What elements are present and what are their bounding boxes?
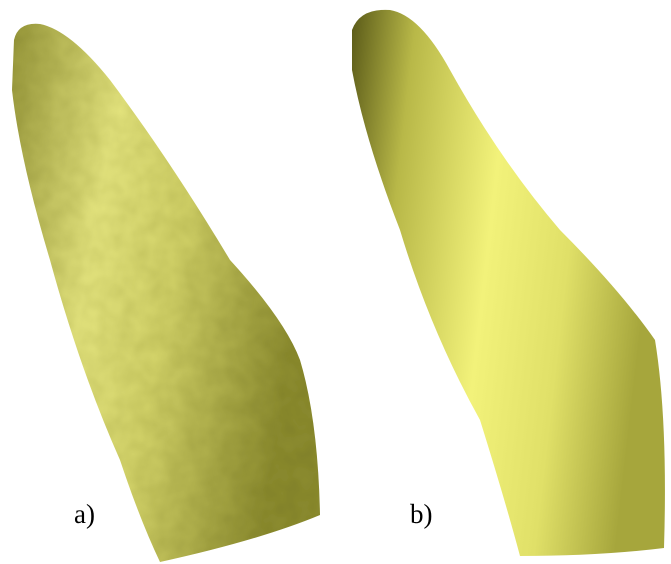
panel-label: b) [410, 499, 433, 529]
panel-label: a) [74, 499, 95, 529]
tooth-model-a [12, 23, 320, 563]
tooth-model-b [352, 9, 665, 557]
